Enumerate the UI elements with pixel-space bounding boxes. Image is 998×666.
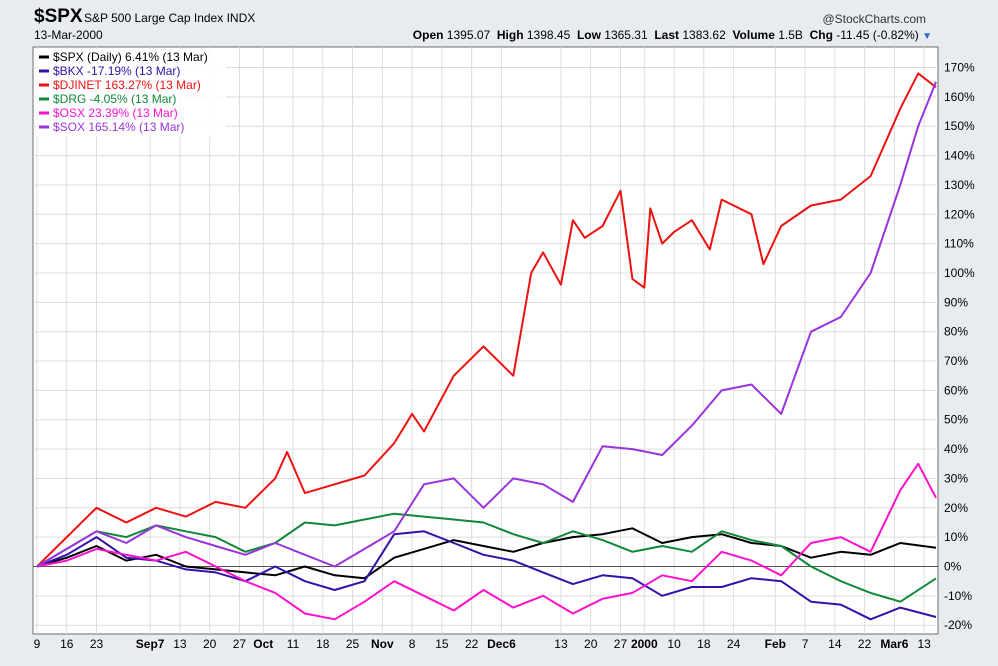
series-line (36, 530, 937, 621)
x-tick-label: 24 (727, 637, 741, 651)
x-tick-label: Mar6 (880, 637, 908, 651)
low-value: 1365.31 (604, 28, 648, 42)
y-tick-label: 160% (944, 90, 975, 104)
x-tick-label: 10 (667, 637, 681, 651)
low-label: Low (576, 28, 601, 42)
high-label: High (496, 28, 524, 42)
x-tick-label: 9 (34, 637, 41, 651)
quote-values: Open 1395.07 High 1398.45 Low 1365.31 La… (413, 28, 932, 42)
chg-value: -11.45 (-0.82%) (836, 28, 919, 42)
y-tick-label: 20% (944, 501, 968, 515)
y-tick-label: 10% (944, 530, 968, 544)
last-label: Last (654, 28, 680, 42)
y-tick-label: 150% (944, 119, 975, 133)
exchange-code: INDX (226, 11, 256, 25)
series-line (36, 72, 937, 568)
volume-value: 1.5B (778, 28, 803, 42)
y-tick-label: 110% (944, 237, 974, 251)
legend-box (36, 49, 226, 137)
quote-date: 13-Mar-2000 (34, 28, 103, 42)
x-tick-label: 11 (287, 637, 300, 651)
series-line (36, 81, 937, 568)
x-tick-label: 25 (346, 637, 360, 651)
x-tick-label: 7 (802, 637, 809, 651)
y-tick-label: 100% (944, 266, 975, 280)
x-tick-label: 2000 (631, 637, 658, 651)
quote-bar: 13-Mar-2000 Open 1395.07 High 1398.45 Lo… (32, 28, 932, 44)
series-line (36, 512, 937, 603)
x-tick-label: 14 (828, 637, 842, 651)
y-tick-label: 130% (944, 178, 975, 192)
x-tick-label: 13 (173, 637, 187, 651)
legend-label: $DJINET 163.27% (13 Mar) (53, 78, 201, 92)
x-tick-label: 22 (858, 637, 872, 651)
x-tick-label: Nov (371, 637, 394, 651)
y-tick-label: 120% (944, 207, 975, 221)
x-tick-label: 27 (233, 637, 247, 651)
high-value: 1398.45 (526, 28, 571, 42)
last-value: 1383.62 (682, 28, 726, 42)
ticker-symbol: $SPX (34, 6, 83, 27)
x-tick-label: 27 (614, 637, 628, 651)
x-tick-label: Oct (253, 637, 273, 651)
y-tick-label: 80% (944, 325, 968, 339)
y-tick-label: 170% (944, 61, 975, 75)
y-tick-label: -10% (944, 589, 972, 603)
y-tick-label: 60% (944, 383, 968, 397)
x-tick-label: 13 (917, 637, 931, 651)
open-value: 1395.07 (446, 28, 491, 42)
index-name: S&P 500 Large Cap Index INDX (84, 11, 255, 25)
index-fullname: S&P 500 Large Cap Index (84, 11, 224, 25)
y-tick-label: 140% (944, 149, 975, 163)
volume-label: Volume (732, 28, 775, 42)
x-tick-label: 20 (203, 637, 217, 651)
y-tick-label: 0% (944, 559, 962, 573)
legend-label: $BKX -17.19% (13 Mar) (53, 64, 180, 78)
x-tick-label: 20 (584, 637, 598, 651)
y-tick-label: 40% (944, 442, 968, 456)
legend-label: $SOX 165.14% (13 Mar) (53, 120, 184, 134)
x-tick-label: 13 (554, 637, 568, 651)
y-tick-label: 50% (944, 413, 968, 427)
chart-header: $SPX S&P 500 Large Cap Index INDX @Stock… (32, 6, 932, 30)
x-tick-label: 23 (90, 637, 104, 651)
x-tick-label: 18 (697, 637, 711, 651)
chg-label: Chg (809, 28, 833, 42)
x-tick-label: Sep7 (136, 637, 165, 651)
x-tick-label: 8 (409, 637, 416, 651)
x-tick-label: 22 (465, 637, 479, 651)
y-tick-label: 30% (944, 471, 968, 485)
x-tick-label: 18 (316, 637, 330, 651)
x-tick-label: 16 (60, 637, 74, 651)
legend-label: $DRG -4.05% (13 Mar) (53, 92, 176, 106)
open-label: Open (412, 28, 444, 42)
legend-label: $OSX 23.39% (13 Mar) (53, 106, 178, 120)
y-tick-label: 90% (944, 295, 968, 309)
x-tick-label: Dec6 (487, 637, 516, 651)
y-tick-label: -20% (944, 618, 972, 632)
x-tick-label: 15 (435, 637, 449, 651)
x-tick-label: Feb (765, 637, 786, 651)
brand-label[interactable]: @StockCharts.com (822, 12, 926, 26)
y-tick-label: 70% (944, 354, 968, 368)
chevron-down-icon[interactable]: ▼ (922, 31, 932, 42)
series-line (36, 462, 937, 621)
legend-label: $SPX (Daily) 6.41% (13 Mar) (53, 50, 208, 64)
